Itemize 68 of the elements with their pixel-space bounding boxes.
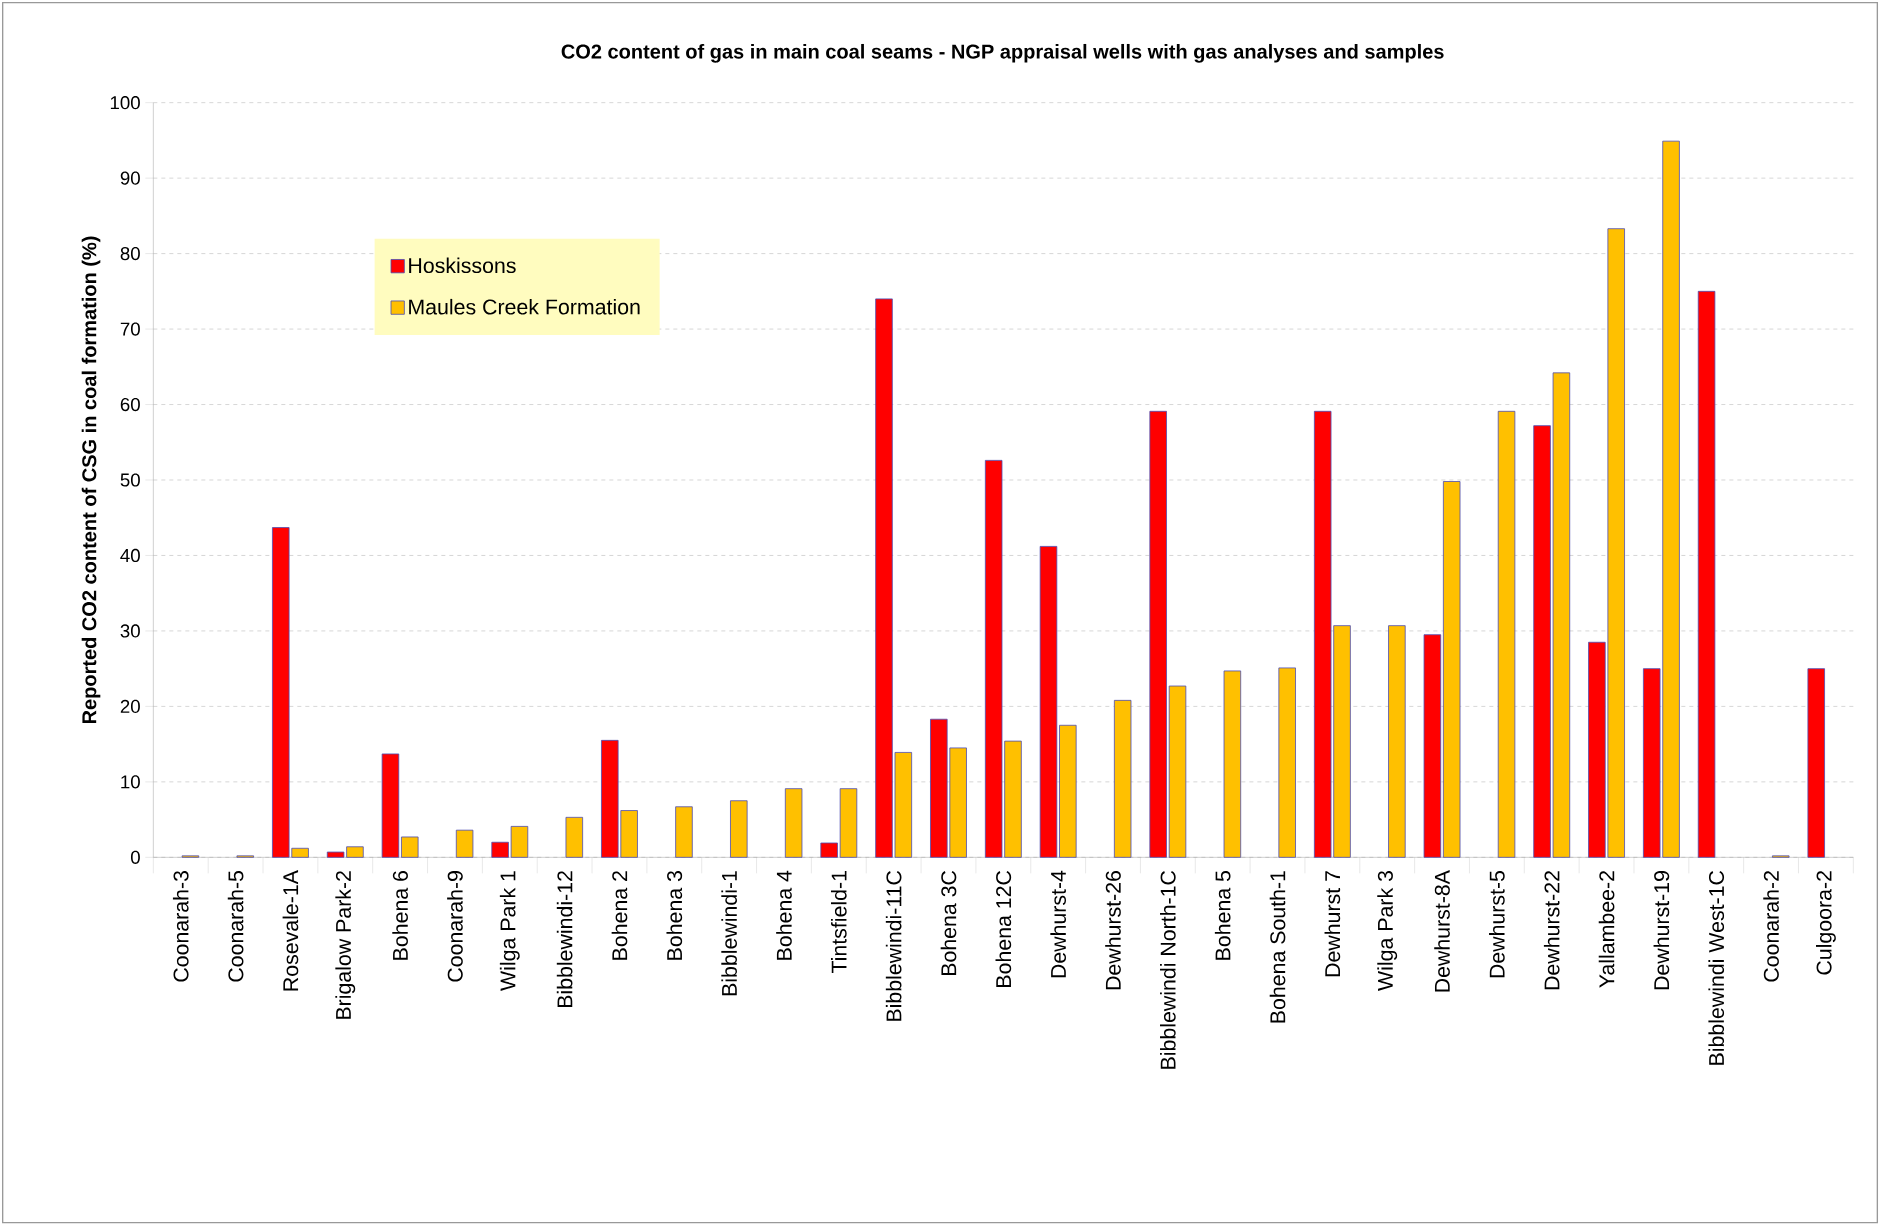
bar [839,788,858,858]
chart-title: CO2 content of gas in main coal seams - NGP appraisal wells with gas analyses and samples [561,43,1444,63]
bar [675,806,693,858]
bar [1442,481,1461,858]
bar [1149,410,1167,858]
x-tick-label: Bohena 3C [940,870,957,976]
x-tick-label: Bohena South-1 [1269,871,1286,1023]
x-tick-label: Culgoora-2 [1815,871,1836,975]
x-tick-label: Dewhurst 7 [1324,871,1341,977]
x-tick-label: Bibblewindi-1 [721,871,737,996]
bar [1039,546,1058,858]
x-tick-label: Bibblewindi-11C [885,870,902,1021]
x-tick-label: Brigalow Park-2 [335,871,356,1019]
bar [730,800,748,858]
bar [1388,625,1406,858]
bar [455,829,474,858]
x-tick-label: Dewhurst-19 [1653,871,1670,990]
bar [381,753,400,858]
y-tick-label: 20 [120,699,140,714]
legend-label: Hoskissons [409,257,516,274]
bar [565,816,584,858]
x-tick-label: Bohena 3 [666,871,683,960]
y-axis-title: Reported CO2 content of CSG in coal formation (%) [81,236,101,724]
x-tick-label: Yallambee-2 [1598,871,1615,988]
y-tick-label: 40 [120,548,140,563]
bar [1278,667,1296,858]
x-tick-label: Coonarah-3 [172,871,189,982]
x-tick-label: Bibblewindi North-1C [1160,870,1176,1069]
x-tick-label: Wilga Park 1 [499,871,520,991]
y-tick-label: 100 [110,96,140,110]
bar [1697,290,1716,858]
x-tick-label: Bohena 5 [1214,870,1231,960]
y-tick-label: 0 [130,850,140,864]
bar [1497,410,1516,858]
x-tick-label: Bibblewindi-12 [556,871,573,1008]
x-tick-label: Bohena 12C [995,870,1012,987]
y-tick-label: 60 [120,397,140,412]
x-tick-label: Dewhurst-8A [1434,870,1450,992]
x-tick-label: Bohena 4 [776,870,792,960]
bar [1807,668,1825,858]
y-tick-label: 80 [120,246,140,261]
bar [1168,685,1187,858]
x-tick-label: Tintsfield-1 [830,871,847,974]
x-tick-label: Bibblewindi West-1C [1708,870,1725,1065]
bar [1113,699,1132,858]
bar [820,842,838,858]
bar [784,788,803,858]
x-tick-label: Bohena 6 [392,871,408,960]
x-tick-label: Dewhurst-4 [1050,870,1067,978]
y-tick-label: 10 [121,775,140,789]
y-tick-label: 30 [120,624,140,638]
bar [1059,724,1077,858]
x-tick-label: Coonarah-5 [227,870,244,982]
x-tick-label: Rosevale-1A [282,870,299,991]
x-tick-label: Coonarah-2 [1763,871,1779,982]
bar [1223,670,1242,858]
x-tick-label: Dewhurst-5 [1489,870,1505,978]
x-tick-label: Dewhurst-26 [1105,871,1121,990]
x-tick-label: Dewhurst-22 [1543,871,1560,990]
bar [1423,634,1442,858]
y-tick-label: 70 [120,322,140,336]
legend-label: Maules Creek Formation [409,298,640,315]
x-tick-label: Bohena 2 [611,871,628,960]
x-tick-label: Coonarah-9 [447,871,463,982]
bar [401,836,419,858]
y-tick-label: 50 [120,473,140,487]
y-tick-label: 90 [120,171,140,185]
x-tick-label: Wilga Park 3 [1377,871,1398,991]
